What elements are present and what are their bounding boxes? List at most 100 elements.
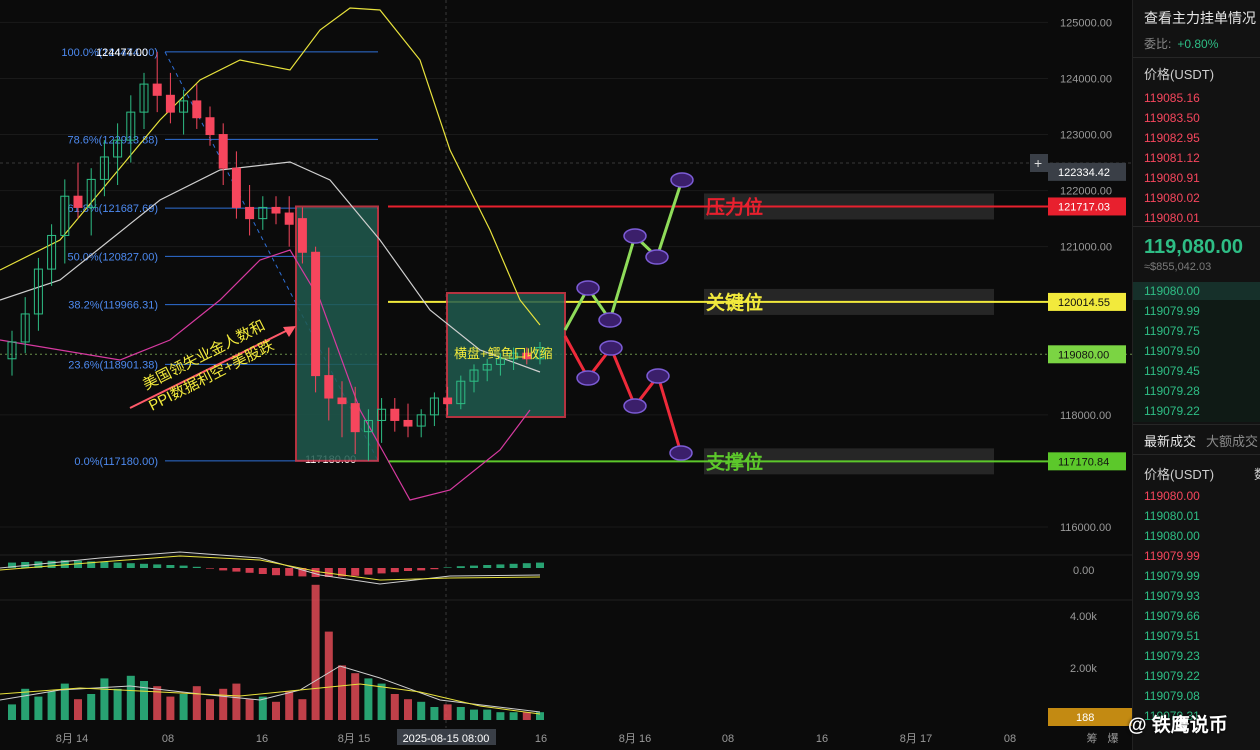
pivot-marker [623, 398, 647, 414]
macd-bar [258, 568, 267, 574]
candle-body [152, 83, 162, 96]
volume-bar [404, 699, 412, 720]
bid-row[interactable]: 119079.45 [1144, 364, 1200, 378]
plus-icon: + [1034, 155, 1042, 171]
volume-bar [113, 688, 122, 720]
time-axis-bg [0, 728, 1132, 750]
ask-row[interactable]: 119080.02 [1144, 191, 1200, 205]
bid-row[interactable]: 119079.28 [1144, 384, 1200, 398]
macd-bar [311, 568, 320, 577]
zone-label: 关键位 [706, 291, 763, 314]
macd-bar [496, 564, 505, 568]
bid-row[interactable]: 119079.22 [1144, 404, 1200, 418]
ask-row[interactable]: 119080.01 [1144, 211, 1200, 225]
volume-bar [87, 694, 96, 720]
pivot-marker [623, 228, 647, 244]
macd-bar [285, 568, 294, 576]
volume-bar [390, 694, 399, 720]
volume-bar [496, 712, 505, 720]
candle-body [218, 134, 228, 169]
event-arrow-head [283, 326, 296, 337]
volume-bar [443, 704, 452, 720]
volume-bar [364, 678, 373, 720]
candle-body [179, 100, 189, 113]
pivot-marker [669, 445, 693, 461]
x-tick: 16 [535, 733, 547, 745]
volume-tick: 2.00k [1070, 663, 1097, 675]
candle-body [324, 375, 334, 399]
candle-body [509, 352, 519, 360]
x-tick: 筹 [1087, 731, 1098, 745]
volume-bar [8, 704, 16, 720]
macd-bar [351, 568, 360, 576]
trades-header: 价格(USDT)数 [1144, 467, 1260, 482]
tab-latest-trades[interactable]: 最新成交 [1144, 434, 1197, 449]
candle-body [205, 117, 215, 136]
macd-bar [219, 568, 228, 571]
trade-row: 119079.99 [1144, 569, 1200, 583]
macd-bar [126, 563, 135, 568]
x-tick: 8月 15 [338, 733, 370, 745]
order-book-title[interactable]: 查看主力挂单情况 [1144, 10, 1256, 26]
candle-body [73, 195, 83, 208]
volume-bar [258, 696, 267, 720]
candle-body [311, 251, 321, 377]
macd-bar [100, 562, 109, 568]
ask-row[interactable]: 119082.95 [1144, 131, 1200, 145]
macd-bar [113, 562, 122, 568]
add-alert-button [1030, 154, 1048, 172]
macd-bar [232, 568, 241, 572]
price-axis: 125000.00 124000.00 123000.00 122000.00 1210… [1030, 17, 1126, 534]
candle-body [337, 397, 347, 405]
x-tick: 爆 [1108, 731, 1119, 745]
consolidation-box [446, 292, 566, 418]
candle-body [429, 397, 439, 416]
macd-bar [443, 567, 452, 568]
bid-row[interactable]: 119079.50 [1144, 344, 1200, 358]
macd-bar [417, 568, 426, 571]
zone-label: 压力位 [706, 195, 763, 218]
last-price: 119,080.00 [1144, 236, 1243, 258]
candle-body [350, 403, 360, 433]
trade-row: 119079.51 [1144, 629, 1200, 643]
macd-bar [74, 560, 82, 568]
volume-bar [311, 584, 320, 720]
ask-row[interactable]: 119080.91 [1144, 171, 1200, 185]
x-tick: 8月 16 [619, 733, 651, 745]
volume-bar [232, 683, 241, 720]
tab-large-trades[interactable]: 大额成交 [1206, 434, 1259, 449]
volume-bar [74, 699, 82, 720]
bid-row[interactable]: 119079.75 [1144, 324, 1200, 338]
volume-bar [153, 686, 162, 720]
event-arrow [129, 327, 293, 409]
volume-bar [166, 696, 175, 720]
bid-row[interactable]: 119080.00 [1144, 284, 1200, 298]
volume-bar [47, 691, 56, 720]
macd-bar [87, 561, 96, 568]
trade-row: 119080.01 [1144, 509, 1200, 523]
candle-body [126, 111, 136, 141]
candle-body [60, 195, 70, 236]
ask-row[interactable]: 119081.12 [1144, 151, 1200, 165]
candle-body [7, 341, 17, 360]
volume-bar [483, 709, 492, 720]
volume-bar [430, 707, 439, 720]
y-tick: 123000.00 [1060, 130, 1112, 142]
ask-row[interactable]: 119083.50 [1144, 111, 1200, 125]
high-price-label: 124474.00 [96, 47, 148, 59]
y-tick: 118000.00 [1060, 410, 1111, 422]
price-badge: 119080.00 [1058, 349, 1109, 361]
macd-bar [192, 566, 201, 568]
bid-row[interactable]: 119079.99 [1144, 304, 1200, 318]
price-chart[interactable]: 100.0%(124474.00) 78.6%(122913.88) 61.8%(1… [0, 0, 1132, 750]
last-price-usd: ≈$855,042.03 [1144, 261, 1212, 273]
macd-bar [483, 565, 492, 568]
bearish-path [563, 335, 683, 454]
volume-bar [206, 699, 214, 720]
volume-badge-bg [1048, 708, 1132, 726]
ask-row[interactable]: 119085.16 [1144, 91, 1200, 105]
volume-bar [285, 691, 294, 720]
macd-bar [153, 564, 162, 568]
candle-body [495, 358, 505, 365]
candle-body [456, 380, 466, 405]
